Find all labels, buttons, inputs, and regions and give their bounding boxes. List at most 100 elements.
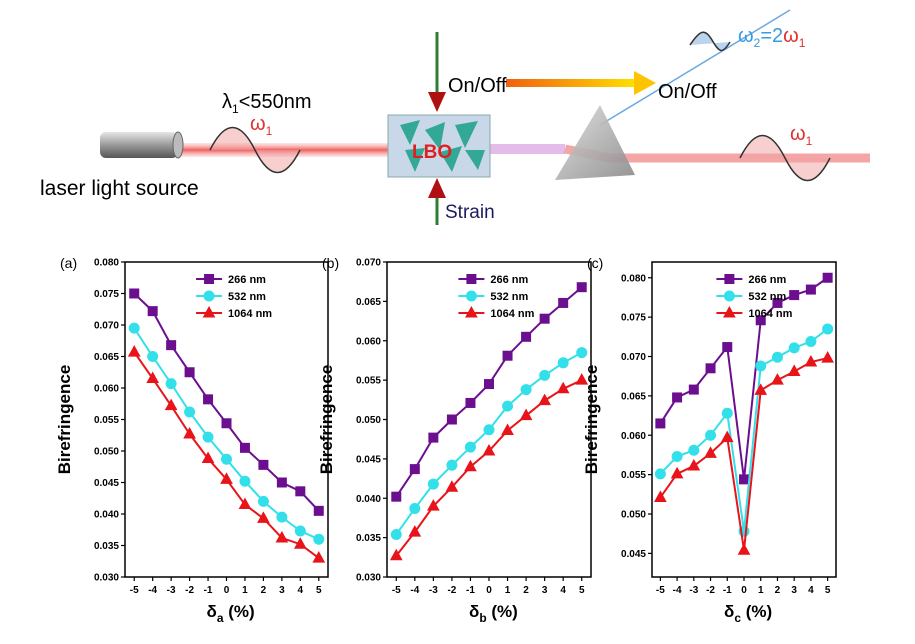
x-tick-label: 3 bbox=[542, 585, 548, 596]
marker bbox=[539, 313, 550, 324]
y-tick-label: 0.035 bbox=[94, 541, 119, 552]
marker bbox=[258, 459, 269, 470]
beam-in-crystal bbox=[490, 144, 565, 154]
marker bbox=[446, 459, 458, 471]
x-tick-label: -1 bbox=[723, 585, 732, 596]
series-line bbox=[395, 379, 583, 557]
marker bbox=[822, 272, 833, 283]
y-tick-label: 0.060 bbox=[356, 336, 381, 347]
x-tick-label: -2 bbox=[706, 585, 715, 596]
switch-arrow-head bbox=[634, 71, 656, 95]
x-tick-label: -4 bbox=[673, 585, 682, 596]
marker bbox=[502, 400, 514, 412]
marker bbox=[575, 373, 589, 385]
marker bbox=[501, 423, 514, 436]
y-tick-label: 0.070 bbox=[621, 352, 646, 363]
y-tick-label: 0.070 bbox=[94, 321, 119, 332]
marker bbox=[239, 475, 251, 487]
legend-label: 266 nm bbox=[228, 274, 266, 286]
laser-aperture bbox=[172, 131, 184, 159]
marker bbox=[147, 351, 159, 362]
y-tick-label: 0.030 bbox=[94, 573, 119, 584]
marker bbox=[202, 431, 214, 443]
marker bbox=[427, 499, 440, 511]
marker bbox=[312, 551, 326, 563]
marker bbox=[313, 533, 325, 545]
y-tick-label: 0.040 bbox=[356, 494, 381, 505]
marker bbox=[671, 451, 683, 463]
marker bbox=[557, 357, 569, 369]
x-tick-label: -1 bbox=[466, 585, 475, 596]
switch-arrow bbox=[506, 79, 636, 87]
panel-label: (b) bbox=[322, 255, 339, 271]
y-tick-label: 0.075 bbox=[94, 289, 119, 300]
wave bbox=[209, 126, 301, 174]
marker bbox=[184, 367, 195, 378]
marker bbox=[705, 429, 717, 441]
label-part: (%) bbox=[487, 602, 518, 621]
marker bbox=[276, 477, 287, 488]
marker bbox=[238, 497, 252, 510]
x-axis-label: δa (%) bbox=[207, 602, 255, 625]
x-tick-label: 2 bbox=[523, 585, 529, 596]
y-tick-label: 0.045 bbox=[621, 549, 646, 560]
marker bbox=[129, 288, 140, 299]
x-tick-label: 1 bbox=[758, 585, 764, 596]
source-label: laser light source bbox=[40, 177, 199, 200]
legend-label: 266 nm bbox=[490, 274, 528, 286]
x-tick-label: -3 bbox=[429, 585, 438, 596]
chart-panel: (a) 0.030 0.035 0.040 0.045 0.050 0.055 0.060 0.… bbox=[55, 255, 329, 625]
marker bbox=[221, 453, 232, 465]
symbol: ω bbox=[783, 25, 799, 47]
legend-marker bbox=[723, 305, 736, 318]
marker bbox=[558, 297, 569, 308]
x-tick-label: -5 bbox=[392, 585, 401, 596]
y-tick-label: 0.030 bbox=[356, 573, 381, 584]
marker bbox=[737, 543, 751, 555]
marker bbox=[239, 442, 250, 453]
y-axis-label: Birefringence bbox=[317, 365, 336, 475]
x-tick-label: 2 bbox=[775, 585, 781, 596]
marker bbox=[464, 441, 476, 453]
x-tick-label: 0 bbox=[224, 585, 230, 596]
marker bbox=[538, 393, 551, 406]
omega-out-label: ω2=2ω1 bbox=[738, 25, 806, 50]
marker bbox=[483, 424, 495, 436]
marker bbox=[771, 351, 783, 363]
legend-marker bbox=[466, 274, 477, 284]
panel-label: (c) bbox=[587, 255, 603, 271]
marker bbox=[821, 351, 834, 363]
series-line bbox=[133, 327, 320, 541]
y-tick-label: 0.055 bbox=[356, 376, 381, 387]
x-tick-label: 3 bbox=[791, 585, 797, 596]
marker bbox=[772, 297, 783, 308]
marker bbox=[295, 486, 306, 497]
marker bbox=[446, 414, 457, 425]
x-tick-label: 5 bbox=[825, 585, 831, 596]
symbol: ω bbox=[738, 25, 754, 47]
wave bbox=[739, 134, 831, 182]
y-tick-label: 0.055 bbox=[94, 415, 119, 426]
label-part: δ bbox=[469, 602, 479, 621]
marker bbox=[705, 363, 716, 374]
x-tick-label: 3 bbox=[279, 585, 285, 596]
strain-label: Strain bbox=[445, 202, 495, 223]
marker bbox=[789, 290, 800, 301]
shg-beam bbox=[599, 9, 791, 126]
marker bbox=[428, 432, 439, 443]
marker bbox=[257, 511, 270, 523]
subscript: b bbox=[479, 611, 486, 625]
legend-marker bbox=[204, 274, 215, 284]
strain-arrow-head bbox=[428, 92, 446, 112]
marker bbox=[184, 406, 196, 418]
marker bbox=[805, 284, 816, 295]
marker bbox=[655, 418, 666, 429]
omega-label: ω1 bbox=[790, 123, 813, 148]
marker bbox=[427, 478, 439, 490]
marker bbox=[166, 340, 177, 351]
crystal-label: LBO bbox=[412, 142, 452, 163]
series-line bbox=[395, 286, 583, 498]
legend-label: 1064 nm bbox=[748, 308, 792, 320]
series-line bbox=[659, 328, 829, 532]
marker bbox=[408, 525, 422, 537]
